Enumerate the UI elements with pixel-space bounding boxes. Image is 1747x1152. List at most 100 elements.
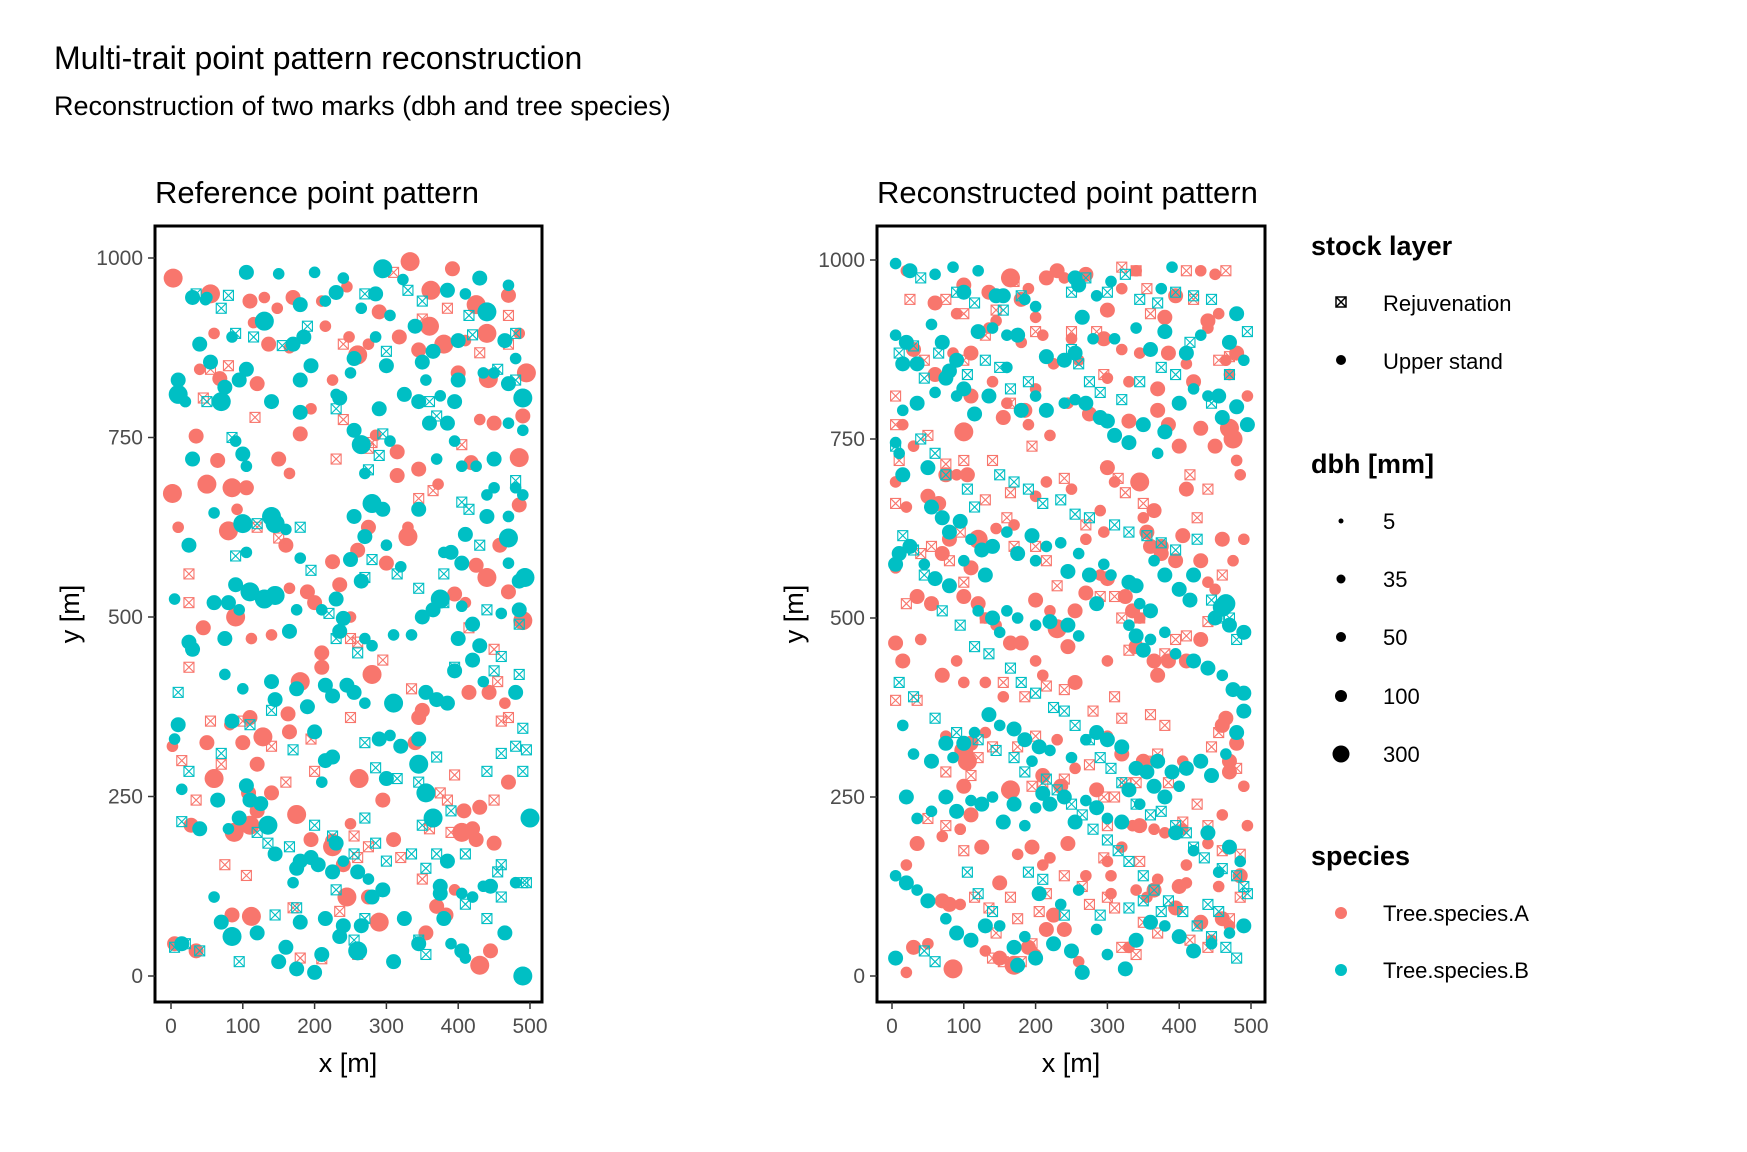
rejuvenation-point bbox=[940, 458, 952, 470]
rejuvenation-point bbox=[183, 597, 195, 609]
upper-stand-point bbox=[1175, 528, 1191, 544]
upper-stand-point bbox=[421, 280, 441, 300]
upper-stand-point bbox=[1204, 768, 1220, 784]
upper-stand-point bbox=[486, 415, 502, 431]
upper-stand-point bbox=[502, 557, 515, 569]
rejuvenation-point bbox=[929, 956, 941, 968]
upper-stand-point bbox=[1202, 322, 1214, 334]
upper-stand-point bbox=[195, 620, 211, 636]
upper-stand-point bbox=[949, 803, 965, 819]
rejuvenation-point bbox=[233, 956, 245, 968]
rejuvenation-point bbox=[1130, 948, 1142, 961]
upper-stand-point bbox=[520, 808, 540, 828]
rejuvenation-point bbox=[1098, 791, 1110, 803]
rejuvenation-point bbox=[420, 948, 432, 961]
rejuvenation-point bbox=[1030, 687, 1042, 699]
rejuvenation-point bbox=[431, 848, 443, 860]
upper-stand-point bbox=[979, 676, 992, 689]
upper-stand-point bbox=[1046, 936, 1062, 952]
upper-stand-point bbox=[420, 374, 432, 386]
rejuvenation-point bbox=[463, 309, 475, 321]
rejuvenation-point bbox=[230, 550, 242, 562]
upper-stand-point bbox=[368, 286, 384, 302]
upper-stand-point bbox=[299, 699, 315, 715]
upper-stand-point bbox=[228, 577, 244, 593]
upper-stand-point bbox=[447, 394, 463, 410]
rejuvenation-point bbox=[405, 683, 418, 695]
rejuvenation-point bbox=[1083, 759, 1095, 771]
rejuvenation-point bbox=[492, 676, 504, 688]
upper-stand-point bbox=[1078, 395, 1094, 411]
rejuvenation-point bbox=[1191, 533, 1203, 545]
upper-stand-point bbox=[1022, 418, 1035, 431]
rejuvenation-point bbox=[918, 945, 930, 957]
rejuvenation-point bbox=[1213, 612, 1225, 624]
rejuvenation-point bbox=[441, 302, 453, 314]
upper-stand-point bbox=[172, 521, 184, 534]
upper-stand-point bbox=[280, 706, 296, 722]
rejuvenation-point bbox=[929, 712, 941, 724]
rejuvenation-point bbox=[420, 862, 432, 874]
rejuvenation-point bbox=[1170, 369, 1182, 381]
upper-stand-point bbox=[1054, 537, 1067, 549]
rejuvenation-point bbox=[1098, 369, 1110, 381]
rejuvenation-point bbox=[380, 855, 392, 867]
rejuvenation-point bbox=[323, 607, 335, 619]
rejuvenation-point bbox=[1141, 530, 1153, 542]
upper-stand-point bbox=[249, 756, 265, 772]
upper-stand-point bbox=[359, 632, 371, 645]
upper-stand-point bbox=[1074, 964, 1090, 980]
rejuvenation-point bbox=[1087, 823, 1099, 835]
rejuvenation-point bbox=[1119, 268, 1131, 280]
upper-stand-point bbox=[285, 336, 301, 352]
upper-stand-point bbox=[240, 582, 260, 602]
upper-stand-point bbox=[202, 354, 218, 370]
upper-stand-point bbox=[1239, 417, 1255, 433]
rejuvenation-point bbox=[1116, 712, 1128, 724]
upper-stand-point bbox=[411, 710, 427, 726]
rejuvenation-point bbox=[280, 776, 292, 788]
upper-stand-point bbox=[163, 268, 183, 288]
upper-stand-point bbox=[249, 376, 265, 392]
upper-stand-point bbox=[1193, 753, 1209, 769]
upper-stand-point bbox=[1173, 780, 1185, 793]
rejuvenation-point bbox=[951, 727, 963, 739]
upper-stand-point bbox=[369, 331, 382, 343]
rejuvenation-point bbox=[997, 676, 1009, 688]
upper-stand-point bbox=[1216, 594, 1236, 614]
y-tick-label: 1000 bbox=[96, 247, 143, 270]
rejuvenation-point bbox=[510, 740, 522, 752]
upper-stand-point bbox=[997, 690, 1010, 703]
rejuvenation-point bbox=[481, 604, 493, 616]
upper-stand-point bbox=[477, 675, 490, 688]
upper-stand-point bbox=[993, 719, 1006, 732]
upper-stand-point bbox=[168, 593, 181, 605]
upper-stand-point bbox=[1232, 868, 1248, 884]
rejuvenation-point bbox=[1241, 326, 1253, 338]
upper-stand-point bbox=[977, 567, 993, 583]
rejuvenation-point bbox=[366, 554, 378, 566]
rejuvenation-point bbox=[413, 776, 425, 788]
upper-stand-point bbox=[918, 558, 931, 571]
upper-stand-point bbox=[264, 785, 280, 801]
upper-stand-point bbox=[950, 307, 963, 320]
upper-stand-point bbox=[511, 497, 527, 513]
rejuvenation-point bbox=[362, 841, 375, 853]
upper-stand-point bbox=[500, 376, 516, 392]
upper-stand-point bbox=[906, 939, 922, 955]
upper-stand-point bbox=[1150, 381, 1166, 397]
rejuvenation-point bbox=[1083, 512, 1095, 524]
upper-stand-point bbox=[325, 749, 341, 765]
upper-stand-point bbox=[1229, 399, 1245, 415]
upper-stand-point bbox=[414, 354, 430, 370]
upper-stand-point bbox=[411, 394, 427, 410]
rejuvenation-point bbox=[488, 794, 500, 806]
rejuvenation-point bbox=[1040, 555, 1052, 567]
upper-stand-point bbox=[990, 522, 1002, 535]
upper-stand-point bbox=[1029, 300, 1042, 313]
rejuvenation-point bbox=[474, 347, 486, 359]
upper-stand-point bbox=[237, 683, 249, 695]
rejuvenation-point bbox=[492, 866, 504, 878]
rejuvenation-point bbox=[1123, 644, 1135, 656]
upper-stand-point bbox=[1060, 617, 1076, 633]
